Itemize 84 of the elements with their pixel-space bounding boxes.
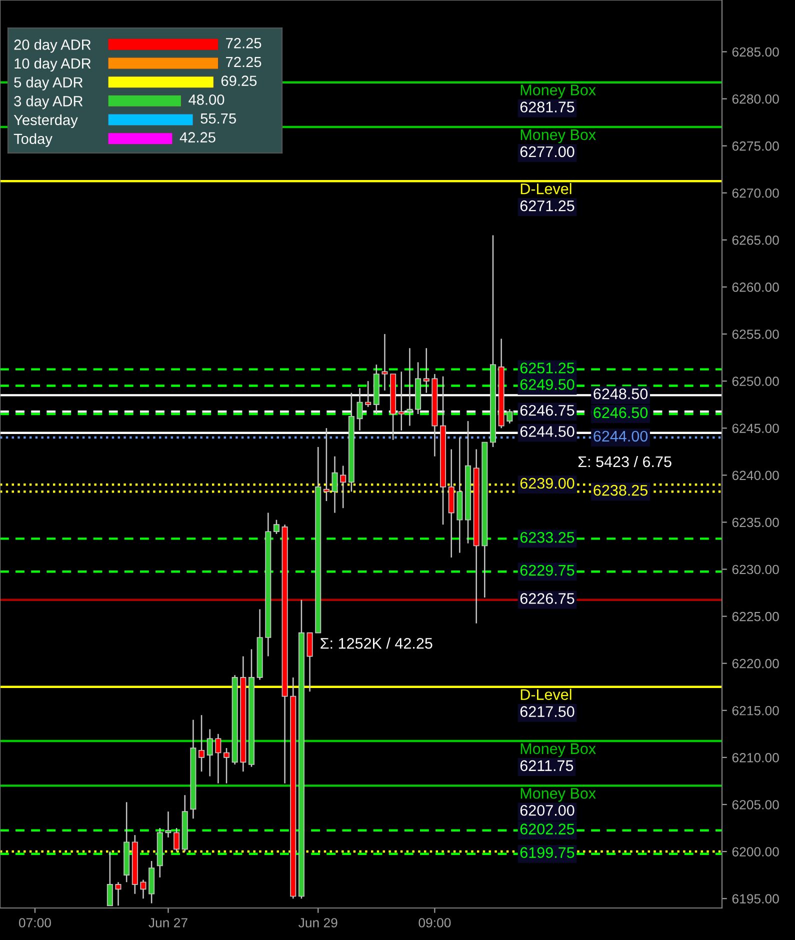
candlestick — [115, 882, 122, 906]
candlestick — [398, 371, 404, 432]
y-tick-label: 6210.00 — [732, 753, 779, 762]
y-tick-label: 6255.00 — [732, 330, 779, 339]
candlestick — [423, 348, 430, 394]
y-tick-label: 6270.00 — [732, 188, 779, 198]
y-tick-label: 20 day ADR — [14, 39, 91, 53]
y-tick-label: 6260.00 — [732, 282, 779, 292]
y-tick-label: 10 day ADR — [14, 58, 91, 72]
bar — [108, 38, 219, 51]
bar — [108, 132, 173, 145]
ref-line-label: 6248.50 — [594, 388, 648, 400]
x-tick-label: 09:00 — [418, 918, 451, 928]
ref-line-label: D-Level 6217.50 — [520, 688, 574, 717]
x-tick-label: 07:00 — [18, 918, 51, 928]
x-tick-label: Jun 29 — [298, 918, 338, 928]
ref-line-label: Money Box 6277.00 — [520, 129, 596, 158]
y-tick-label: 6250.00 — [732, 376, 779, 386]
data-label: 72.25 — [226, 38, 262, 48]
ref-line-label: 6246.75 — [520, 404, 574, 416]
y-tick-label: Today — [14, 133, 52, 147]
annotation: Σ: 5423 / 6.75 — [578, 456, 672, 468]
ref-line-label: 6226.75 — [520, 593, 574, 604]
y-tick-label: 6225.00 — [732, 612, 779, 622]
ref-line-label: 6199.75 — [520, 847, 574, 858]
ref-line-label: D-Level 6271.25 — [520, 183, 574, 212]
y-tick-label: 6230.00 — [732, 564, 779, 574]
annotation: Σ: 1252K / 42.25 — [320, 638, 432, 649]
bar — [108, 57, 219, 70]
y-tick-label: 6275.00 — [732, 141, 779, 151]
y-tick-label: 6280.00 — [732, 94, 779, 104]
ref-line-label: 6244.50 — [520, 426, 574, 437]
y-tick-label: 6235.00 — [732, 518, 779, 528]
y-tick-label: 6200.00 — [732, 847, 779, 856]
y-tick-label: 5 day ADR — [14, 76, 83, 90]
bar — [108, 114, 194, 126]
ref-line-label: 6202.25 — [520, 824, 574, 834]
candlestick — [140, 879, 146, 900]
bar — [108, 94, 182, 108]
y-tick-label: 6205.00 — [732, 800, 779, 810]
y-tick-label: 6265.00 — [732, 236, 779, 245]
candlestick — [340, 465, 346, 509]
data-label: 69.25 — [221, 76, 257, 86]
candlestick — [306, 632, 313, 692]
candlestick — [224, 747, 230, 784]
ref-line-label: 6249.50 — [520, 379, 574, 390]
candlestick — [365, 380, 372, 408]
x-tick-label: Jun 27 — [148, 918, 188, 928]
ref-line-label: Money Box 6281.75 — [520, 84, 596, 112]
candlestick — [174, 827, 180, 852]
candlestick — [106, 850, 113, 906]
candlestick — [406, 348, 413, 426]
candlestick — [382, 333, 388, 392]
ref-line-label: 6239.00 — [520, 478, 574, 489]
candlestick — [215, 733, 222, 784]
y-tick-label: 3 day ADR — [14, 96, 83, 110]
candlestick — [206, 728, 213, 777]
ref-line-label: 6238.25 — [594, 484, 648, 496]
ref-line-label: 6251.25 — [520, 362, 574, 374]
candlestick — [356, 388, 363, 432]
candlestick — [165, 810, 172, 838]
y-tick-label: 6220.00 — [732, 658, 779, 668]
candlestick — [323, 428, 330, 502]
bar — [108, 76, 214, 88]
candlestick — [198, 714, 205, 772]
ref-line-label: 6246.50 — [594, 407, 648, 418]
y-tick-label: 6195.00 — [732, 894, 779, 904]
ref-line-label: 6229.75 — [520, 564, 574, 576]
candlestick — [332, 456, 338, 514]
y-tick-label: 6285.00 — [732, 47, 779, 57]
ref-line-label: 6233.25 — [520, 532, 574, 543]
data-label: 55.75 — [200, 113, 236, 124]
ref-line-label: 6244.00 — [594, 430, 648, 442]
data-label: 72.25 — [226, 56, 262, 68]
y-tick-label: Yesterday — [14, 114, 78, 128]
data-label: 48.00 — [188, 94, 224, 105]
y-tick-label: 6240.00 — [732, 470, 779, 480]
y-tick-label: 6245.00 — [732, 424, 779, 434]
data-label: 42.25 — [180, 132, 216, 142]
ref-line-label: Money Box 6207.00 — [520, 788, 596, 816]
candlestick — [273, 519, 280, 535]
candlestick — [506, 408, 513, 424]
ref-line-label: Money Box 6211.75 — [520, 743, 596, 772]
y-tick-label: 6215.00 — [732, 706, 779, 716]
